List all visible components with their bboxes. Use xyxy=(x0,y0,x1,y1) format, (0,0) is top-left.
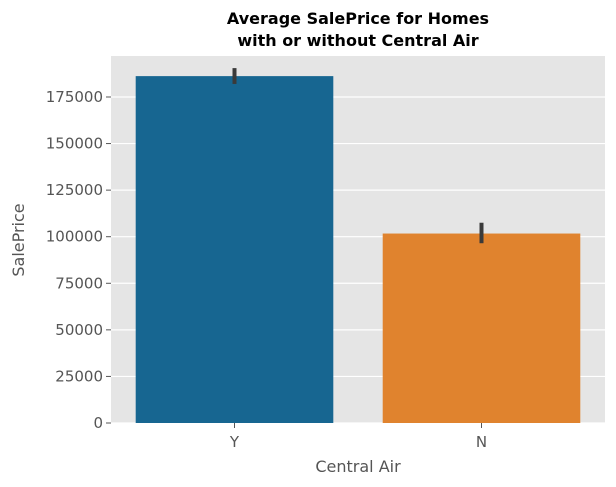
y-tick-label-4: 100000 xyxy=(46,228,103,246)
y-tick-label-0: 0 xyxy=(93,414,103,432)
y-axis-ticks: 0 25000 50000 75000 100000 125000 150000 175000 xyxy=(46,88,111,432)
bar-N xyxy=(382,233,581,423)
x-axis-label: Central Air xyxy=(315,457,401,476)
x-tick-label-Y: Y xyxy=(229,433,240,451)
y-tick-label-1: 25000 xyxy=(55,367,103,385)
y-axis-label: SalePrice xyxy=(9,203,28,276)
bars xyxy=(135,76,581,423)
error-bars xyxy=(232,68,484,244)
chart-title-line-2: with or without Central Air xyxy=(237,31,478,50)
y-tick-label-2: 50000 xyxy=(55,321,103,339)
y-tick-label-7: 175000 xyxy=(46,88,103,106)
chart-title-line-1: Average SalePrice for Homes xyxy=(227,9,489,28)
bar-Y xyxy=(135,76,334,423)
y-tick-label-5: 125000 xyxy=(46,181,103,199)
x-tick-label-N: N xyxy=(476,433,487,451)
y-tick-label-3: 75000 xyxy=(55,274,103,292)
y-tick-label-6: 150000 xyxy=(46,135,103,153)
